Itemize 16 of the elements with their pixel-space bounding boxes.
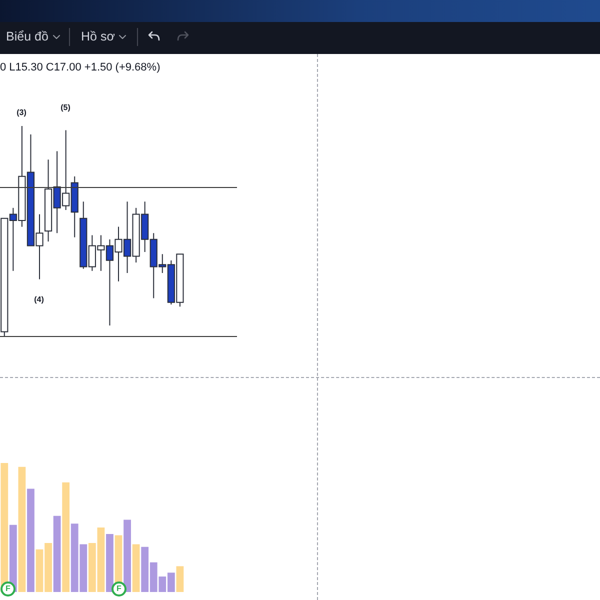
bar [132, 544, 140, 592]
text: (5) [60, 103, 70, 113]
bar [124, 520, 131, 592]
bar [176, 566, 184, 592]
text: Biểu đồ [6, 30, 48, 44]
annotation: F [6, 584, 10, 594]
text: (3) [16, 108, 26, 118]
text: 0 L15.30 C17.00 +1.50 (+9.68%) [0, 62, 160, 74]
annotation: F [116, 584, 122, 594]
text: Hồ sơ [81, 30, 115, 44]
bar [53, 516, 61, 592]
bar [18, 466, 26, 592]
annotation: (4) [34, 294, 44, 304]
bar [62, 482, 70, 592]
bar [106, 534, 114, 592]
bar [27, 488, 34, 592]
